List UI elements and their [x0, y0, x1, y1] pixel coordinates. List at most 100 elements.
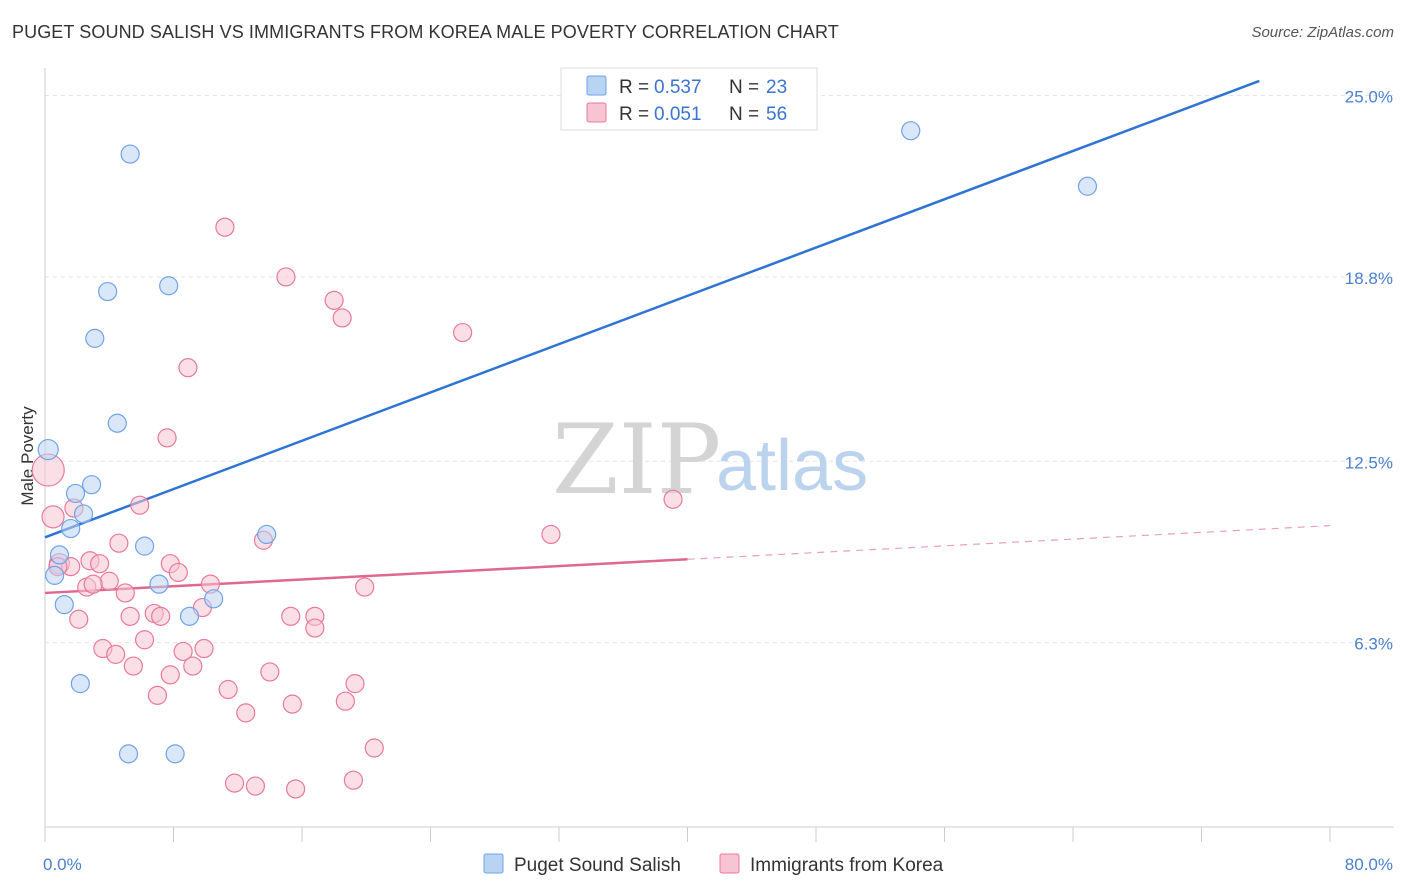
- source-label: Source: ZipAtlas.com: [1251, 24, 1394, 41]
- data-point: [245, 776, 266, 796]
- legend-r-label-korea: R =: [619, 104, 649, 125]
- y-tick-label: 6.3%: [1354, 635, 1393, 654]
- series-legend-swatch-korea: [719, 853, 740, 874]
- legend-n-label-salish: N =: [729, 77, 759, 98]
- data-point: [194, 638, 214, 659]
- data-point: [45, 565, 65, 585]
- data-point: [106, 644, 126, 664]
- y-tick-label: 25.0%: [1345, 88, 1393, 107]
- data-point: [204, 589, 224, 609]
- trend-lines: [44, 79, 1331, 595]
- trend-line-dashed-1: [687, 525, 1331, 560]
- data-point: [183, 656, 203, 676]
- x-tick-label: 80.0%: [1345, 855, 1393, 874]
- data-point: [120, 144, 140, 164]
- data-point: [901, 121, 921, 141]
- data-point: [215, 217, 235, 237]
- data-point: [98, 281, 118, 302]
- data-point: [70, 674, 90, 694]
- data-point: [335, 691, 355, 711]
- data-point: [90, 554, 110, 574]
- data-point: [118, 744, 139, 764]
- legend-n-label-korea: N =: [729, 104, 759, 125]
- data-point: [151, 606, 171, 626]
- data-point: [99, 571, 119, 591]
- data-point: [1077, 176, 1098, 196]
- series-legend-label-salish: Puget Sound Salish: [514, 855, 681, 876]
- grid-lines: [45, 95, 1394, 644]
- data-point: [224, 773, 245, 793]
- data-point: [281, 606, 301, 626]
- legend-r-value-salish: 0.537: [654, 77, 702, 98]
- data-point: [49, 545, 70, 565]
- data-point: [324, 290, 344, 310]
- data-point: [260, 662, 280, 682]
- y-tick-labels: 6.3% 12.5% 18.8% 25.0%: [1345, 88, 1393, 654]
- data-point: [107, 413, 127, 433]
- data-point: [83, 574, 103, 594]
- data-point: [149, 574, 169, 594]
- data-point: [355, 577, 375, 597]
- trend-line-solid-0: [44, 79, 1260, 539]
- data-point: [41, 505, 65, 529]
- data-point: [345, 674, 365, 694]
- data-point: [160, 665, 180, 685]
- data-point: [69, 609, 89, 629]
- data-point: [123, 656, 143, 676]
- data-point: [81, 475, 102, 495]
- data-point: [257, 524, 277, 545]
- data-point: [178, 358, 198, 378]
- legend-swatch-salish: [586, 75, 607, 96]
- data-point: [120, 606, 140, 626]
- data-point: [285, 779, 306, 799]
- data-point: [115, 583, 135, 603]
- series-legend-label-korea: Immigrants from Korea: [750, 855, 944, 876]
- data-point: [147, 685, 168, 705]
- y-axis-label: Male Poverty: [18, 406, 37, 506]
- x-tick-label: 0.0%: [43, 855, 82, 874]
- data-point: [85, 328, 105, 348]
- data-point: [343, 770, 363, 790]
- y-tick-label: 18.8%: [1345, 269, 1393, 288]
- data-point: [168, 562, 188, 583]
- data-point: [54, 595, 74, 615]
- data-point: [61, 518, 81, 539]
- data-point: [37, 438, 59, 461]
- data-point: [134, 630, 155, 650]
- data-point: [130, 495, 150, 515]
- data-point: [364, 738, 384, 758]
- data-point: [165, 744, 185, 764]
- chart-title: PUGET SOUND SALISH VS IMMIGRANTS FROM KO…: [12, 22, 839, 42]
- legend-r-value-korea: 0.051: [654, 104, 702, 125]
- data-point: [276, 267, 296, 287]
- data-point: [173, 641, 193, 662]
- data-point: [305, 618, 325, 638]
- data-point: [109, 533, 129, 553]
- legend-swatch-korea: [586, 102, 607, 123]
- data-point: [159, 276, 179, 296]
- data-point: [236, 703, 256, 723]
- data-point: [134, 536, 155, 556]
- data-point: [453, 322, 473, 343]
- data-point: [65, 483, 86, 504]
- legend-n-value-korea: 56: [766, 104, 787, 125]
- data-point: [541, 524, 561, 545]
- legend-n-value-salish: 23: [766, 77, 787, 98]
- data-point: [73, 504, 94, 524]
- series-legend-swatch-salish: [483, 853, 504, 874]
- data-point: [218, 679, 238, 700]
- x-tick-labels: 0.0% 80.0%: [43, 855, 1393, 874]
- series-legend: Puget Sound Salish Immigrants from Korea: [483, 853, 944, 876]
- correlation-legend: R = 0.537 N = 23 R = 0.051 N = 56: [560, 67, 818, 131]
- watermark-atlas: atlas: [716, 426, 868, 506]
- data-point: [179, 606, 200, 626]
- data-point: [282, 694, 302, 714]
- watermark-zip: ZIP: [552, 404, 721, 516]
- watermark: ZIP atlas: [552, 404, 868, 516]
- data-points: [31, 121, 1098, 799]
- y-tick-label: 12.5%: [1345, 453, 1393, 472]
- legend-r-label-salish: R =: [619, 77, 649, 98]
- data-point: [332, 308, 352, 328]
- data-point: [157, 428, 177, 448]
